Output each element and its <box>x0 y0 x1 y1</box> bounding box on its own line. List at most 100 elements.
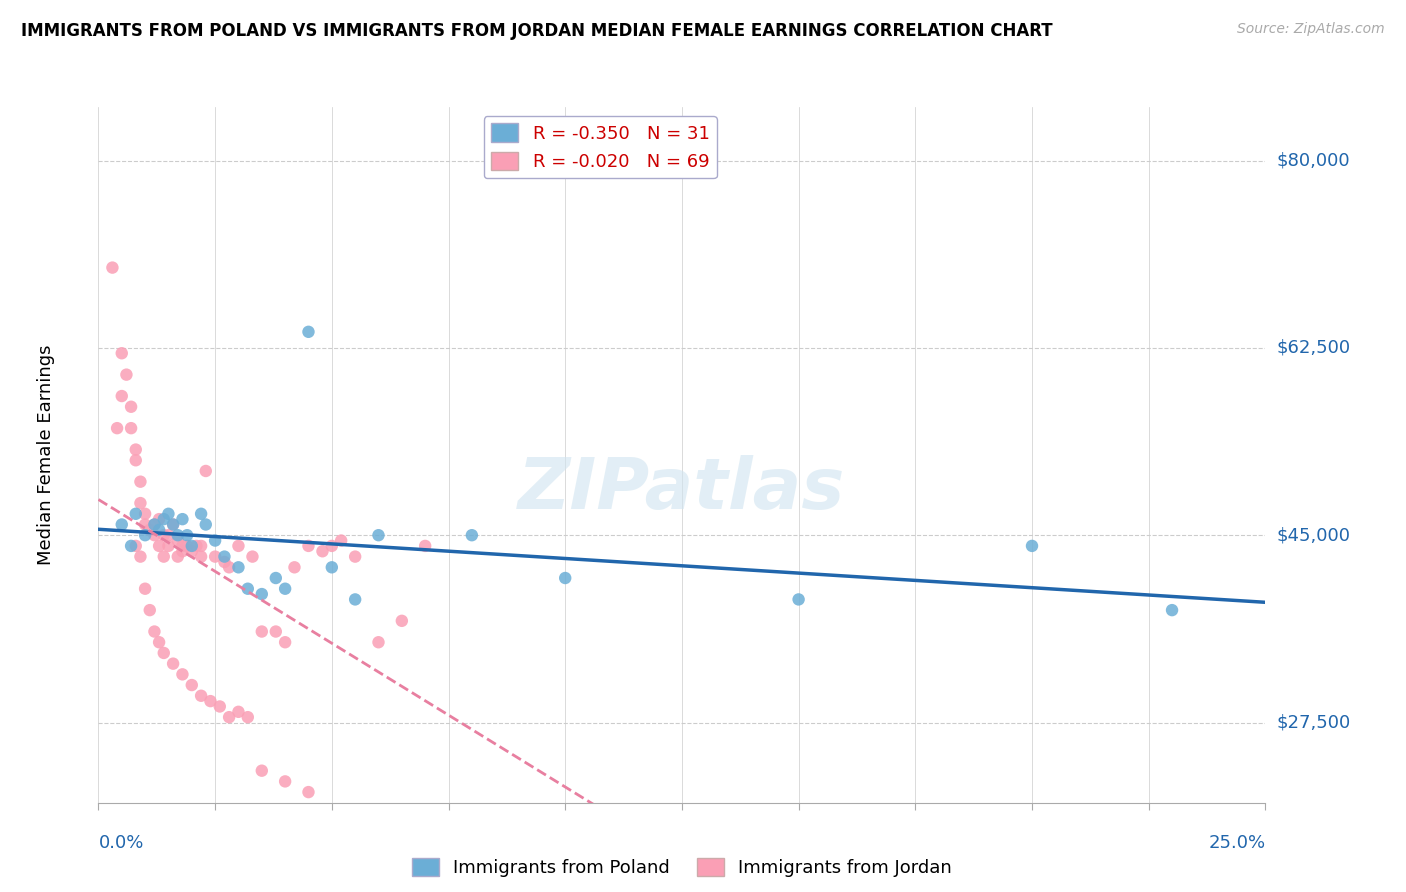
Point <box>134 528 156 542</box>
Point <box>297 785 319 799</box>
Point <box>250 587 273 601</box>
Point <box>101 260 124 275</box>
Point <box>190 689 212 703</box>
Point <box>194 464 217 478</box>
Point <box>274 635 297 649</box>
Point <box>228 705 250 719</box>
Point <box>129 549 152 564</box>
Point <box>413 539 436 553</box>
Point <box>250 764 273 778</box>
Point <box>228 539 250 553</box>
Point <box>143 528 166 542</box>
Point <box>139 523 162 537</box>
Point <box>172 667 194 681</box>
Point <box>176 539 198 553</box>
Point <box>111 346 134 360</box>
Text: 25.0%: 25.0% <box>1208 834 1265 852</box>
Point <box>172 539 194 553</box>
Point <box>152 512 174 526</box>
Point <box>125 539 148 553</box>
Point <box>125 507 148 521</box>
Point <box>297 539 319 553</box>
Point <box>157 507 180 521</box>
Point <box>152 528 174 542</box>
Point <box>143 517 166 532</box>
Text: Source: ZipAtlas.com: Source: ZipAtlas.com <box>1237 22 1385 37</box>
Point <box>152 549 174 564</box>
Point <box>180 678 202 692</box>
Point <box>111 517 134 532</box>
Point <box>391 614 413 628</box>
Point <box>176 528 198 542</box>
Point <box>143 517 166 532</box>
Point <box>214 555 236 569</box>
Point <box>311 544 333 558</box>
Point <box>162 657 184 671</box>
Point <box>297 325 319 339</box>
Point <box>214 549 236 564</box>
Point <box>162 517 184 532</box>
Point <box>236 710 259 724</box>
Point <box>148 523 170 537</box>
Point <box>344 592 367 607</box>
Point <box>129 496 152 510</box>
Point <box>166 533 188 548</box>
Text: $62,500: $62,500 <box>1277 339 1351 357</box>
Text: 0.0%: 0.0% <box>98 834 143 852</box>
Point <box>180 544 202 558</box>
Point <box>129 475 152 489</box>
Point <box>218 560 240 574</box>
Point <box>461 528 484 542</box>
Point <box>172 512 194 526</box>
Point <box>554 571 576 585</box>
Point <box>367 528 389 542</box>
Point <box>105 421 128 435</box>
Point <box>143 624 166 639</box>
Point <box>321 560 343 574</box>
Text: Median Female Earnings: Median Female Earnings <box>37 344 55 566</box>
Point <box>120 539 142 553</box>
Point <box>148 539 170 553</box>
Text: $27,500: $27,500 <box>1277 714 1351 731</box>
Point <box>125 453 148 467</box>
Point <box>162 517 184 532</box>
Point <box>115 368 138 382</box>
Point <box>204 549 226 564</box>
Point <box>242 549 264 564</box>
Point <box>190 549 212 564</box>
Point <box>194 517 217 532</box>
Point <box>1021 539 1043 553</box>
Point <box>236 582 259 596</box>
Point <box>125 442 148 457</box>
Point <box>274 582 297 596</box>
Point <box>264 571 287 585</box>
Point <box>264 624 287 639</box>
Point <box>148 512 170 526</box>
Point <box>344 549 367 564</box>
Point <box>186 539 208 553</box>
Text: ZIPatlas: ZIPatlas <box>519 455 845 524</box>
Point <box>367 635 389 649</box>
Point <box>228 560 250 574</box>
Point <box>787 592 810 607</box>
Point <box>157 539 180 553</box>
Text: $80,000: $80,000 <box>1277 152 1350 169</box>
Point <box>134 582 156 596</box>
Point <box>157 528 180 542</box>
Point <box>204 533 226 548</box>
Point <box>134 517 156 532</box>
Point <box>274 774 297 789</box>
Point <box>208 699 231 714</box>
Text: $45,000: $45,000 <box>1277 526 1351 544</box>
Point <box>250 624 273 639</box>
Point <box>148 635 170 649</box>
Point <box>166 549 188 564</box>
Point <box>330 533 353 548</box>
Point <box>111 389 134 403</box>
Point <box>283 560 305 574</box>
Point <box>190 539 212 553</box>
Point <box>321 539 343 553</box>
Point <box>180 539 202 553</box>
Text: IMMIGRANTS FROM POLAND VS IMMIGRANTS FROM JORDAN MEDIAN FEMALE EARNINGS CORRELAT: IMMIGRANTS FROM POLAND VS IMMIGRANTS FRO… <box>21 22 1053 40</box>
Point <box>152 646 174 660</box>
